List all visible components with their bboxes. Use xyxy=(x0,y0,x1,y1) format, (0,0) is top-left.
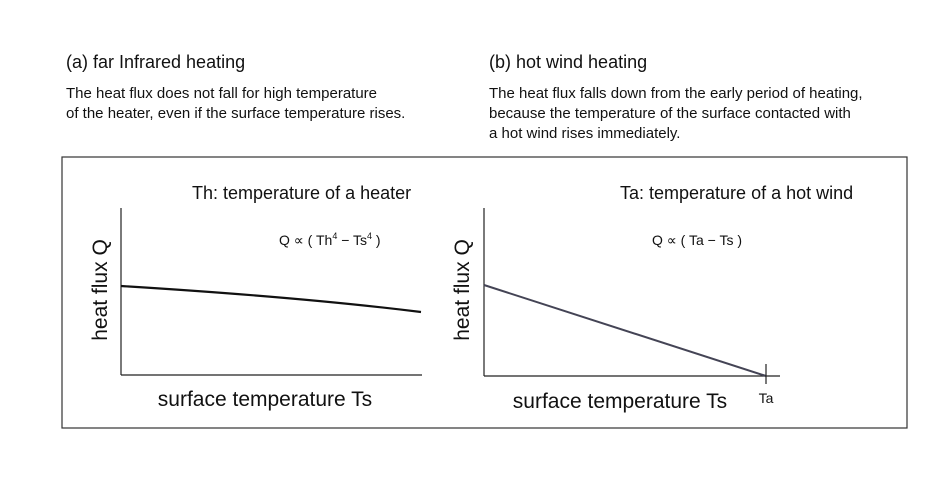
curve xyxy=(120,284,422,314)
line xyxy=(483,284,767,377)
description-line: a hot wind rises immediately. xyxy=(489,125,680,142)
formula-part: Q ∝ ( Th xyxy=(279,232,332,248)
description-line: of the heater, even if the surface tempe… xyxy=(66,105,405,122)
formula-sup: 4 xyxy=(332,231,337,241)
description-line: The heat flux falls down from the early … xyxy=(489,85,863,102)
y-label: heat flux Q xyxy=(451,239,474,341)
x-mark-label: Ta xyxy=(759,390,774,406)
formula-part: ) xyxy=(372,232,381,248)
x-label: surface temperature Ts xyxy=(513,390,727,413)
y-label: heat flux Q xyxy=(89,239,112,341)
heading: (b) hot wind heating xyxy=(489,52,647,72)
formula-part: − Ts xyxy=(337,232,367,248)
subtitle: Th: temperature of a heater xyxy=(192,183,411,203)
subtitle: Ta: temperature of a hot wind xyxy=(620,183,853,203)
x-label: surface temperature Ts xyxy=(158,388,372,411)
frame xyxy=(61,156,908,429)
formula-sup: 4 xyxy=(367,231,372,241)
description-line: because the temperature of the surface c… xyxy=(489,105,851,122)
formula: Q ∝ ( Ta − Ts ) xyxy=(652,232,742,248)
formula: Q ∝ ( Th4 − Ts4 ) xyxy=(279,231,381,248)
description-line: The heat flux does not fall for high tem… xyxy=(66,85,377,102)
heading: (a) far Infrared heating xyxy=(66,52,245,72)
